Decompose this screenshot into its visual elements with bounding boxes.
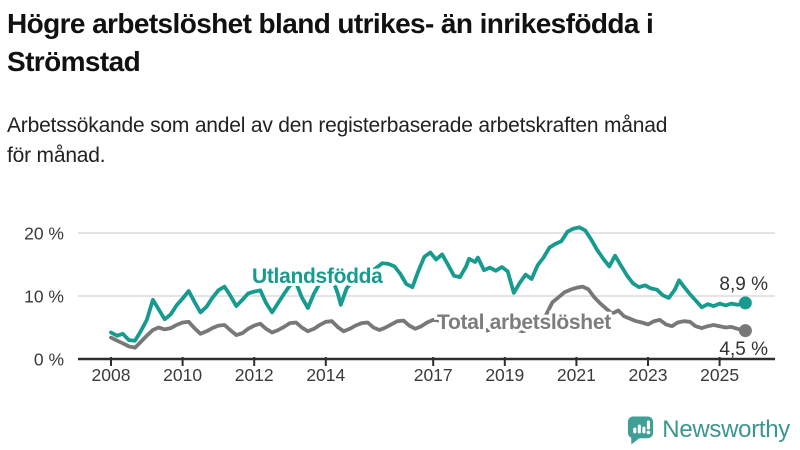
newsworthy-brand-name: Newsworthy <box>662 416 790 443</box>
chart-title-line2: Strömstad <box>7 46 141 77</box>
gridlines: 0 % 10 % 20 % <box>24 224 775 370</box>
chart-subtitle: Arbetssökande som andel av den registerb… <box>7 111 797 171</box>
series-label-total-arbetsloshet: Total arbetslöshet <box>437 311 611 334</box>
x-tick-label: 2008 <box>92 365 131 385</box>
end-value-total: 4,5 % <box>719 339 768 360</box>
x-tick-label: 2017 <box>414 365 453 385</box>
x-tick-label: 2010 <box>163 365 202 385</box>
chart-title-line1: Högre arbetslöshet bland utrikes- än inr… <box>7 8 654 39</box>
data-series <box>109 225 748 350</box>
x-tick-label: 2025 <box>700 365 739 385</box>
end-value-utlandsfodda: 8,9 % <box>719 274 768 295</box>
line-total-arbetsl-shet <box>109 284 748 350</box>
chart-subtitle-line2: för månad. <box>7 144 106 167</box>
newsworthy-bar-chart-bubble-icon <box>628 416 654 445</box>
end-dots <box>738 296 752 338</box>
x-tick-label: 2019 <box>485 365 524 385</box>
line-utlandsf-dda <box>109 225 748 343</box>
newsworthy-logo[interactable]: Newsworthy <box>626 415 790 445</box>
y-tick-label: 10 % <box>24 287 64 307</box>
y-tick-label: 0 % <box>34 350 64 370</box>
chart-subtitle-line1: Arbetssökande som andel av den registerb… <box>7 114 668 137</box>
x-tick-label: 2012 <box>235 365 274 385</box>
x-tick-label: 2023 <box>629 365 668 385</box>
end-dot-utlandsf-dda <box>738 296 752 310</box>
x-tick-label: 2014 <box>306 365 345 385</box>
series-label-utlandsfodda: Utlandsfödda <box>252 265 383 288</box>
x-axis: 2008 2010 2012 2014 2017 2019 2021 2023 2025 <box>78 357 775 385</box>
x-tick-label: 2021 <box>557 365 596 385</box>
end-dot-total-arbetsl-shet <box>738 324 752 338</box>
y-tick-label: 20 % <box>24 224 64 244</box>
chart-title: Högre arbetslöshet bland utrikes- än inr… <box>7 5 797 81</box>
